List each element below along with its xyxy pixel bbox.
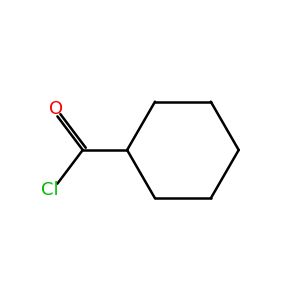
Text: Cl: Cl xyxy=(40,181,58,199)
Text: O: O xyxy=(50,100,64,118)
